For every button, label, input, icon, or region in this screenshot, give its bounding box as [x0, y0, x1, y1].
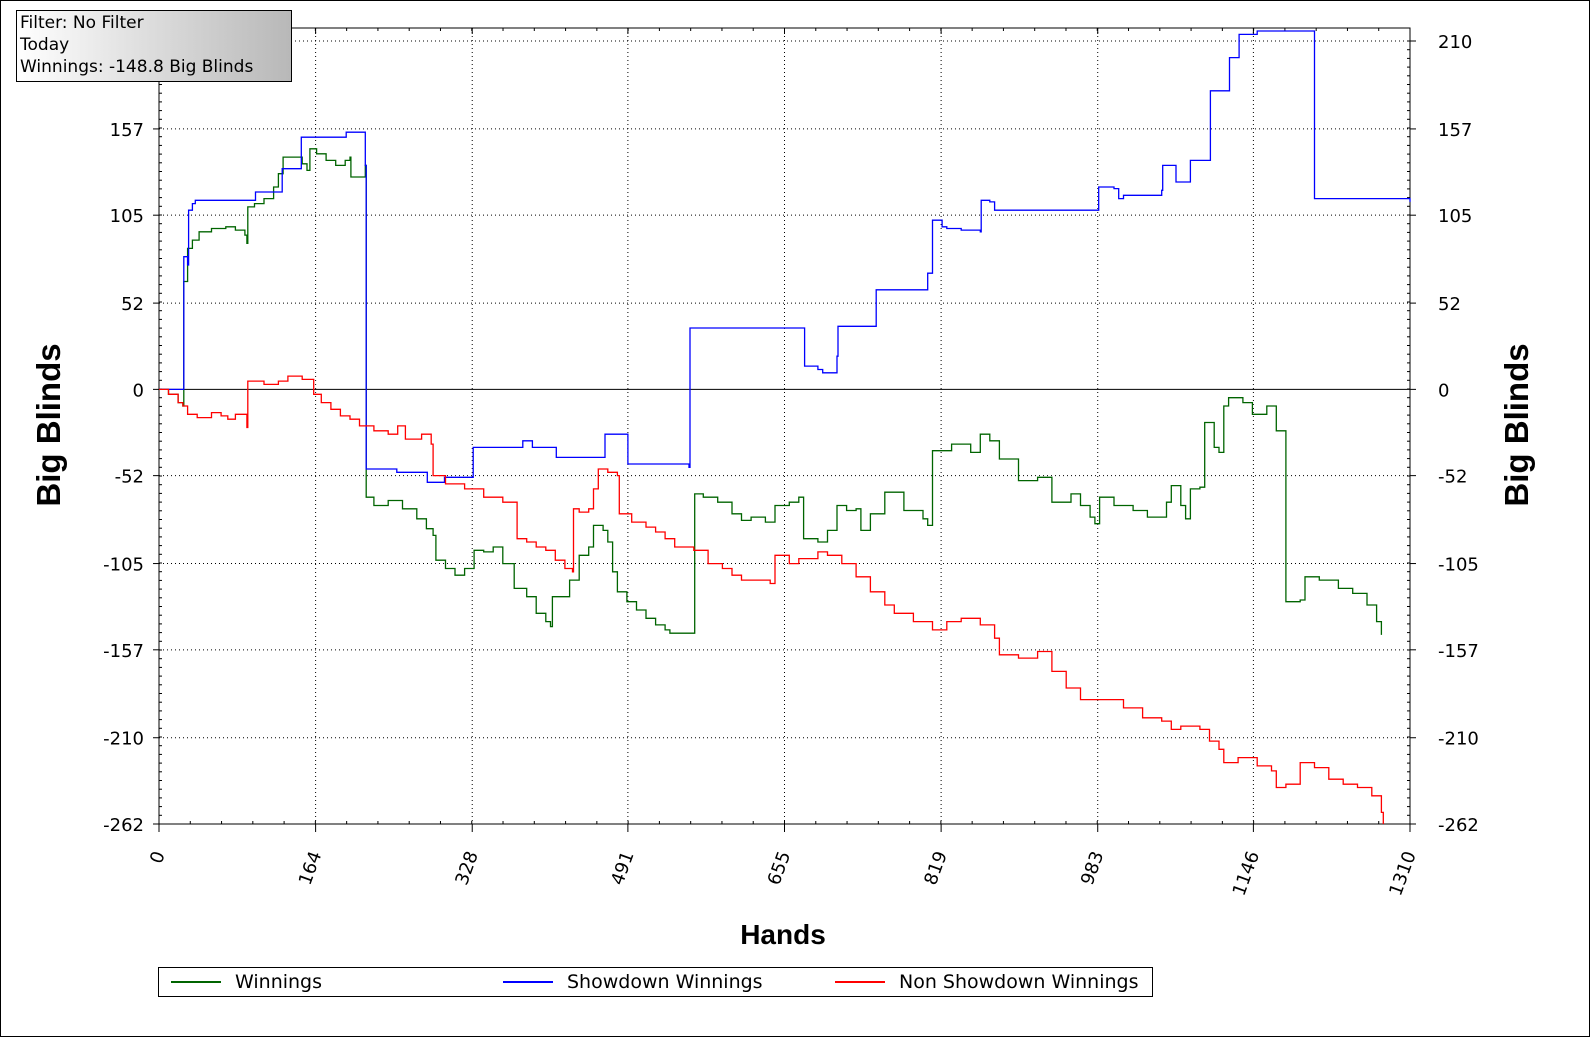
x-axis-title: Hands	[740, 919, 826, 950]
y-tick-label-right: 210	[1438, 32, 1472, 53]
legend-label: Winnings	[235, 971, 323, 993]
legend-swatch-showdown	[503, 981, 553, 983]
x-tick-label: 819	[920, 849, 951, 888]
winnings-summary: Winnings: -148.8 Big Blinds	[20, 57, 254, 77]
y-tick-label-right: 157	[1438, 120, 1472, 141]
legend-item-non-showdown: Non Showdown Winnings	[835, 968, 1139, 996]
x-tick-label: 655	[764, 849, 795, 888]
y-tick-label-left: 157	[110, 120, 144, 141]
x-tick-label: 1310	[1385, 849, 1420, 899]
y-axis-title-right: Big Blinds	[1498, 343, 1535, 506]
y-tick-label-left: -157	[103, 641, 144, 662]
y-tick-label-right: -157	[1438, 641, 1479, 662]
grid	[159, 28, 1410, 824]
y-tick-label-right: 52	[1438, 294, 1461, 315]
x-tick-label: 1146	[1229, 849, 1264, 899]
y-tick-label-right: 105	[1438, 206, 1472, 227]
filter-info-box: Filter: No Filter Today Winnings: -148.8…	[16, 10, 292, 82]
period-text: Today	[20, 35, 70, 55]
y-tick-label-left: 0	[133, 380, 144, 401]
legend-label: Non Showdown Winnings	[899, 971, 1139, 993]
y-tick-label-left: 105	[110, 206, 144, 227]
legend-swatch-winnings	[171, 981, 221, 983]
y-axis-title-left: Big Blinds	[30, 343, 67, 506]
y-tick-label-left: 52	[121, 294, 144, 315]
legend-label: Showdown Winnings	[567, 971, 763, 993]
y-tick-label-right: -52	[1438, 467, 1467, 488]
chart-legend: Winnings Showdown Winnings Non Showdown …	[158, 967, 1153, 997]
y-tick-label-right: 0	[1438, 380, 1449, 401]
series-line-winnings	[159, 148, 1383, 635]
y-tick-label-right: -105	[1438, 555, 1479, 576]
y-tick-label-left: -210	[103, 729, 144, 750]
filter-text: Filter: No Filter	[20, 13, 144, 33]
y-tick-label-right: -210	[1438, 729, 1479, 750]
y-tick-label-left: -262	[103, 815, 144, 836]
x-tick-label: 491	[607, 849, 638, 888]
legend-swatch-non-showdown	[835, 981, 885, 983]
y-tick-label-right: -262	[1438, 815, 1479, 836]
x-tick-label: 0	[146, 849, 170, 867]
x-tick-label: 983	[1077, 849, 1108, 888]
y-tick-label-left: -52	[115, 467, 144, 488]
series-line-showdown-winnings	[159, 30, 1411, 483]
x-tick-label: 164	[295, 849, 326, 888]
y-tick-label-left: -105	[103, 555, 144, 576]
series-line-non-showdown-winnings	[159, 375, 1384, 824]
x-tick-label: 328	[451, 849, 482, 888]
legend-item-winnings: Winnings	[171, 968, 322, 996]
legend-item-showdown: Showdown Winnings	[503, 968, 763, 996]
series	[159, 30, 1411, 824]
